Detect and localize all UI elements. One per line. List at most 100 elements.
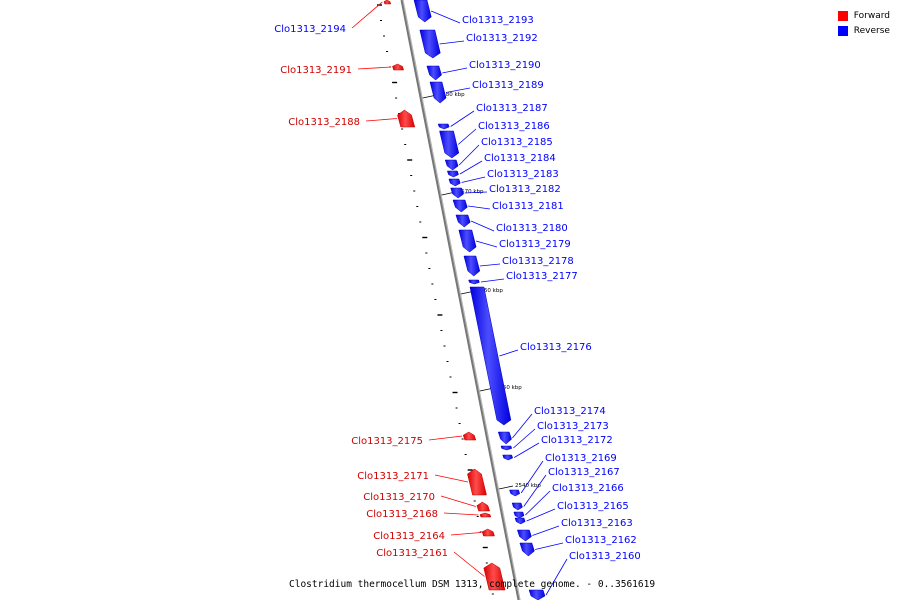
reverse-gene-leader xyxy=(526,508,556,522)
reverse-gene-leader xyxy=(512,413,533,439)
reverse-gene-arrow xyxy=(514,517,526,525)
reverse-gene-label: Clo1313_2166 xyxy=(552,483,624,494)
scale-label: 2540 kbp xyxy=(515,483,541,489)
reverse-gene-arrow xyxy=(447,170,459,178)
reverse-gene-leader xyxy=(475,240,498,248)
reverse-gene-leader xyxy=(464,191,488,194)
reverse-gene-arrow xyxy=(444,159,459,171)
forward-gene-leader xyxy=(428,435,463,441)
reverse-gene-label: Clo1313_2182 xyxy=(489,184,561,195)
forward-gene-leader xyxy=(443,512,479,516)
reverse-gene-leader xyxy=(439,40,465,45)
reverse-gene-leader xyxy=(513,428,536,449)
reverse-gene-label: Clo1313_2177 xyxy=(506,271,578,282)
reverse-gene-label: Clo1313_2187 xyxy=(476,103,548,114)
forward-gene-label: Clo1313_2170 xyxy=(363,492,435,503)
forward-gene-label: Clo1313_2168 xyxy=(366,509,438,520)
genome-axis-highlight xyxy=(402,0,521,600)
forward-swatch xyxy=(837,10,848,21)
reverse-gene-label: Clo1313_2186 xyxy=(478,121,550,132)
reverse-gene-arrow xyxy=(513,511,525,519)
forward-gene-arrow xyxy=(483,562,506,591)
scale-label: 2570 kbp xyxy=(458,189,484,195)
reverse-gene-leader xyxy=(545,558,568,596)
reverse-gene-label: Clo1313_2173 xyxy=(537,421,609,432)
forward-gene-arrow xyxy=(479,512,492,518)
scale-label: 2560 kbp xyxy=(477,288,503,294)
reverse-gene-label: Clo1313_2172 xyxy=(541,435,613,446)
legend-reverse: Reverse xyxy=(837,23,890,38)
reverse-gene-leader xyxy=(520,460,544,494)
reverse-genes: Clo1313_2193 Clo1313_2192 Clo1313_2190 Clo1… xyxy=(413,0,641,600)
reverse-gene-label: Clo1313_2180 xyxy=(496,223,568,234)
reverse-gene-arrow xyxy=(511,502,523,511)
forward-gene-label: Clo1313_2188 xyxy=(288,117,360,128)
legend-reverse-label: Reverse xyxy=(853,25,890,36)
reverse-gene-leader xyxy=(532,525,560,536)
reverse-gene-arrow xyxy=(429,81,447,104)
scale-tick xyxy=(498,485,514,490)
reverse-gene-leader xyxy=(457,128,477,145)
legend-forward-label: Forward xyxy=(853,10,890,21)
reverse-gene-leader xyxy=(470,220,495,232)
reverse-gene-arrow xyxy=(528,589,546,600)
reverse-gene-label: Clo1313_2167 xyxy=(548,467,620,478)
reverse-gene-arrow xyxy=(455,214,471,228)
reverse-gene-leader xyxy=(458,144,480,166)
reverse-gene-leader xyxy=(442,67,468,74)
reverse-gene-arrow xyxy=(419,29,441,59)
reverse-gene-label: Clo1313_2183 xyxy=(487,169,559,180)
scale-label: 2550 kbp xyxy=(496,385,522,391)
reverse-gene-leader xyxy=(535,542,564,550)
reverse-gene-leader xyxy=(499,349,519,357)
reverse-gene-leader xyxy=(430,10,461,24)
forward-gene-leader xyxy=(440,495,476,507)
reverse-gene-arrow xyxy=(517,529,532,542)
reverse-gene-label: Clo1313_2181 xyxy=(492,201,564,212)
forward-gene-label: Clo1313_2164 xyxy=(373,531,445,542)
reverse-gene-leader xyxy=(461,176,486,183)
reverse-gene-label: Clo1313_2169 xyxy=(545,453,617,464)
reverse-gene-arrow xyxy=(500,445,513,451)
forward-gene-leader xyxy=(450,532,481,536)
genome-caption: Clostridium thermocellum DSM 1313, compl… xyxy=(289,579,656,590)
forward-gene-label: Clo1313_2191 xyxy=(280,65,352,76)
reverse-gene-label: Clo1313_2165 xyxy=(557,501,629,512)
reverse-gene-leader xyxy=(523,474,547,507)
reverse-gene-label: Clo1313_2185 xyxy=(481,137,553,148)
reverse-gene-label: Clo1313_2174 xyxy=(534,406,606,417)
reverse-swatch xyxy=(837,25,848,36)
reverse-gene-arrow xyxy=(497,431,512,445)
forward-gene-arrow xyxy=(481,528,495,537)
forward-gene-leader xyxy=(434,474,469,483)
reverse-gene-arrow xyxy=(469,286,512,426)
forward-gene-label: Clo1313_2194 xyxy=(274,24,346,35)
reverse-gene-label: Clo1313_2163 xyxy=(561,518,633,529)
reverse-gene-label: Clo1313_2190 xyxy=(469,60,541,71)
reverse-gene-arrow xyxy=(426,65,442,81)
reverse-gene-leader xyxy=(480,278,505,283)
forward-gene-leader xyxy=(453,551,485,577)
reverse-gene-label: Clo1313_2179 xyxy=(499,239,571,250)
forward-gene-leader xyxy=(365,118,398,122)
reverse-gene-label: Clo1313_2178 xyxy=(502,256,574,267)
reverse-gene-label: Clo1313_2192 xyxy=(466,33,538,44)
reverse-gene-leader xyxy=(468,205,491,210)
reverse-gene-arrow xyxy=(519,542,535,557)
genome-axis-group: 2580 kbp 2570 kbp 2560 kbp 2550 kbp 2540 kbp xyxy=(376,0,541,600)
reverse-gene-label: Clo1313_2162 xyxy=(565,535,637,546)
reverse-gene-leader xyxy=(459,160,483,175)
forward-gene-leader xyxy=(357,66,392,70)
forward-genes: Clo1313_2194 Clo1313_2191 Clo1313_2188 Clo1… xyxy=(274,0,506,591)
reverse-gene-leader xyxy=(450,110,475,127)
reverse-gene-arrow xyxy=(509,489,521,497)
reverse-gene-arrow xyxy=(452,199,468,213)
genome-axis-line xyxy=(400,0,521,600)
reverse-gene-label: Clo1313_2189 xyxy=(472,80,544,91)
forward-gene-arrow xyxy=(397,109,416,128)
reverse-gene-leader xyxy=(514,442,540,458)
legend-forward: Forward xyxy=(837,8,890,23)
reverse-gene-leader xyxy=(525,490,551,516)
